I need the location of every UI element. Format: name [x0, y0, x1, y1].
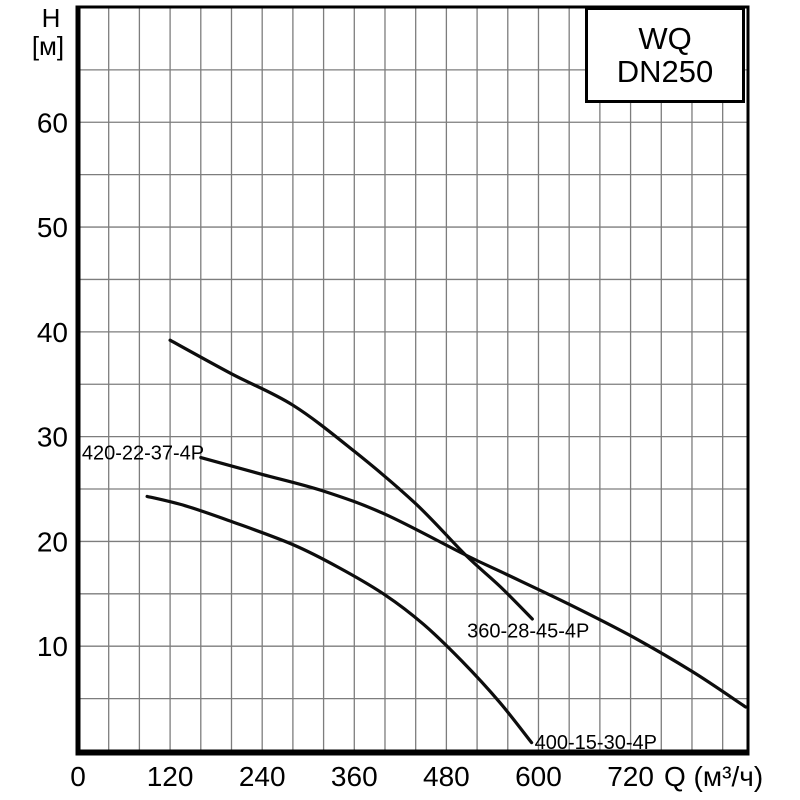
svg-text:40: 40: [37, 317, 68, 348]
model-series-size: DN250: [616, 54, 714, 89]
svg-text:120: 120: [147, 761, 194, 792]
svg-text:0: 0: [70, 761, 86, 792]
model-series-name: WQ: [638, 21, 692, 56]
svg-text:50: 50: [37, 212, 68, 243]
y-tick-labels: 10 20 30 40 50 60: [37, 107, 68, 662]
svg-text:600: 600: [515, 761, 562, 792]
curve-label-400-15-30-4P: 400-15-30-4P: [535, 732, 657, 754]
svg-text:480: 480: [423, 761, 470, 792]
curve-labels: 420-22-37-4P 360-28-45-4P 400-15-30-4P: [82, 442, 657, 754]
y-axis-unit: [м]: [31, 31, 65, 61]
x-tick-labels: 0 120 240 360 480 600 720: [70, 761, 654, 792]
curve-360-28-45-4P: [168, 338, 534, 621]
x-axis-title: Q (м³/ч): [664, 761, 764, 792]
curve-label-360-28-45-4P: 360-28-45-4P: [467, 620, 589, 642]
svg-text:360: 360: [331, 761, 378, 792]
svg-text:720: 720: [607, 761, 654, 792]
curve-label-420-22-37-4P: 420-22-37-4P: [82, 442, 204, 464]
svg-text:60: 60: [37, 107, 68, 138]
curve-400-15-30-4P: [145, 494, 534, 745]
svg-text:10: 10: [37, 631, 68, 662]
model-series-box: WQ DN250: [585, 7, 745, 103]
svg-text:240: 240: [239, 761, 286, 792]
grid-lines: [78, 7, 748, 751]
y-axis-title: H: [41, 3, 61, 33]
svg-text:30: 30: [37, 422, 68, 453]
svg-text:20: 20: [37, 526, 68, 557]
curve-420-22-37-4P: [199, 456, 748, 709]
pump-curves: [145, 338, 748, 745]
plot-border: [76, 5, 750, 753]
